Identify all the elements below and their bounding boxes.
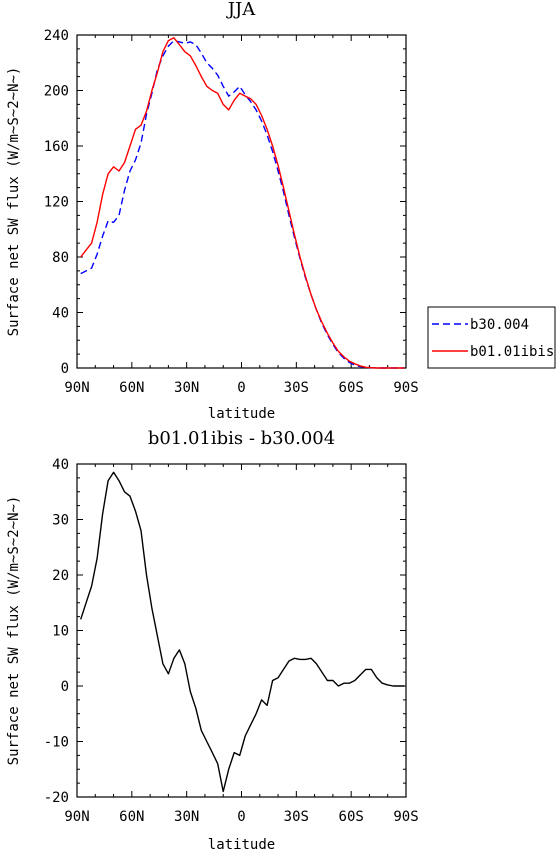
y-tick-label: 120	[44, 195, 69, 211]
chart-title: b01.01ibis - b30.004	[148, 428, 335, 449]
legend-label: b30.004	[470, 317, 529, 333]
y-tick-label: 10	[52, 624, 69, 640]
legend-label: b01.01ibis	[470, 344, 554, 360]
x-tick-label: 30N	[174, 809, 199, 825]
y-tick-label: 0	[61, 361, 69, 377]
y-tick-label: 160	[44, 139, 69, 155]
x-tick-label: 60S	[339, 809, 364, 825]
y-tick-label: -20	[44, 790, 69, 806]
x-axis-label: latitude	[208, 406, 275, 422]
series-line-b30-004	[80, 39, 405, 369]
x-tick-label: 90N	[64, 380, 89, 396]
y-tick-label: -10	[44, 735, 69, 751]
chart-panel-bottom: 90N 60N 30N 0 30S 60S 90S -20 -10 0 10 20 30 40 b01.01…	[6, 428, 419, 851]
y-tick-label: 20	[52, 568, 69, 584]
x-tick-label: 60N	[119, 809, 144, 825]
series-line-b01-01ibis	[80, 37, 405, 369]
plot-frame	[76, 34, 407, 369]
x-tick-label: 60S	[339, 380, 364, 396]
y-axis-label: Surface net SW flux (W/m~S~2~N~)	[6, 496, 22, 766]
y-tick-label: 0	[61, 679, 69, 695]
y-tick-label: 40	[52, 457, 69, 473]
x-tick-label: 90S	[393, 809, 418, 825]
x-tick-label: 30S	[284, 809, 309, 825]
x-tick-label: 30N	[174, 380, 199, 396]
x-tick-label: 0	[237, 809, 245, 825]
x-tick-label: 90N	[64, 809, 89, 825]
chart-panel-top: 90N 60N 30N 0 30S 60S 90S 0 40 80 120 160 200 240 JJA l…	[6, 0, 556, 422]
chart-title: JJA	[226, 0, 256, 20]
y-tick-label: 40	[52, 306, 69, 322]
y-tick-label: 30	[52, 513, 69, 529]
y-tick-label: 240	[44, 28, 69, 44]
y-axis-label: Surface net SW flux (W/m~S~2~N~)	[6, 67, 22, 337]
x-tick-label: 90S	[393, 380, 418, 396]
difference-line	[80, 471, 405, 793]
x-tick-label: 30S	[284, 380, 309, 396]
y-tick-label: 200	[44, 84, 69, 100]
x-tick-label: 60N	[119, 380, 144, 396]
x-axis-label: latitude	[208, 837, 275, 851]
legend-box	[427, 306, 556, 369]
x-tick-label: 0	[237, 380, 245, 396]
y-tick-label: 80	[52, 250, 69, 266]
